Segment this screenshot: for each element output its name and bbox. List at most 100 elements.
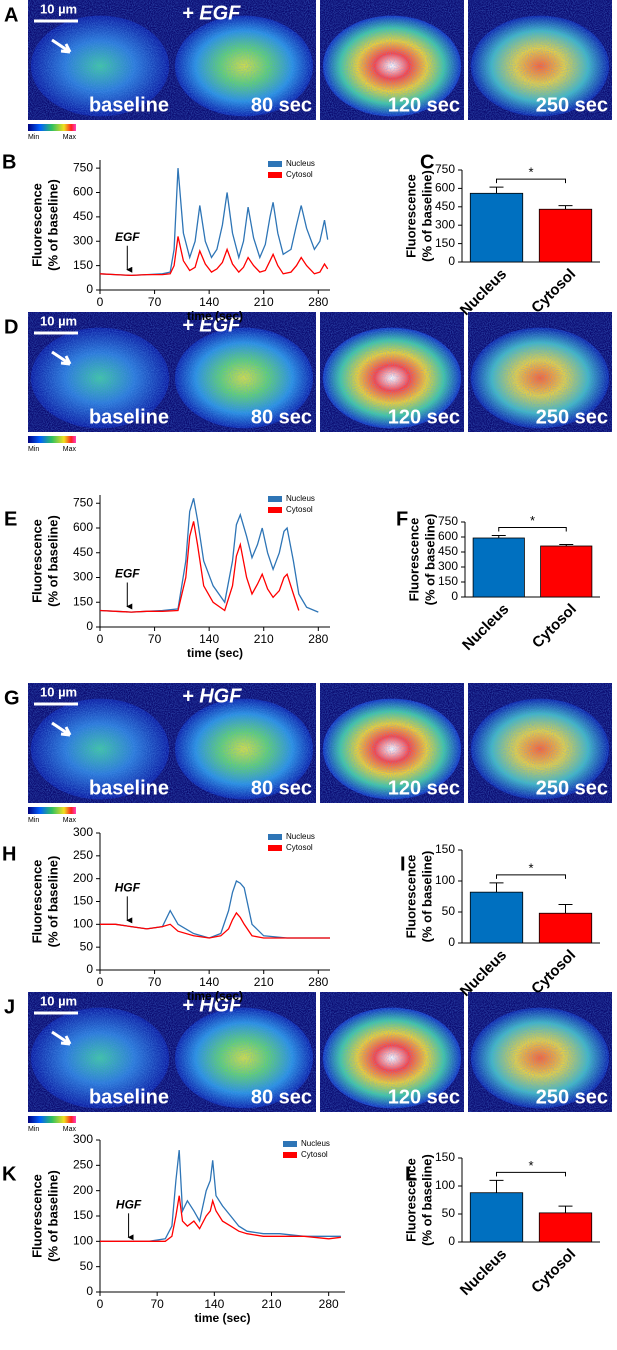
y-axis-label: Fluorescence: [29, 519, 44, 603]
legend-label: Cytosol: [286, 505, 313, 514]
time-label: baseline: [89, 94, 169, 116]
x-tick-label: 70: [148, 295, 162, 309]
y-axis-label: (% of baseline): [45, 856, 60, 948]
y-tick-label: 600: [435, 181, 455, 195]
error-bar: [489, 1179, 504, 1193]
image-noise: [468, 683, 612, 803]
y-axis-label: Fluorescence: [403, 855, 418, 939]
y-tick-label: 600: [73, 185, 93, 199]
x-tick-label: 0: [97, 632, 104, 646]
image-noise: [172, 312, 316, 432]
x-tick-label: 0: [97, 295, 104, 309]
x-tick-label: Cytosol: [528, 266, 579, 317]
y-tick-label: 0: [448, 1234, 455, 1248]
series-line: [99, 521, 300, 613]
image-noise: [320, 0, 464, 120]
y-axis-label: Fluorescence: [29, 183, 44, 267]
legend-label: Cytosol: [286, 170, 313, 179]
time-label: 80 sec: [251, 1086, 312, 1108]
y-tick-label: 100: [73, 1234, 93, 1248]
y-tick-label: 750: [73, 160, 93, 174]
legend-label: Cytosol: [286, 843, 313, 852]
x-tick-label: 70: [150, 1297, 164, 1311]
colorbar-max: Max: [63, 134, 77, 141]
image-noise: [468, 992, 612, 1112]
colorbar-min: Min: [28, 134, 39, 141]
x-tick-label: 0: [97, 975, 104, 989]
arrow: [51, 38, 72, 54]
annotation: HGF: [116, 1198, 142, 1212]
image-noise: [468, 0, 612, 120]
y-tick-label: 50: [442, 1206, 456, 1220]
y-tick-label: 150: [73, 894, 93, 908]
y-tick-label: 150: [73, 1208, 93, 1222]
y-tick-label: 300: [73, 1132, 93, 1146]
time-label: 120 sec: [388, 406, 460, 428]
colorbar-max: Max: [63, 1126, 77, 1133]
time-label: 120 sec: [388, 1086, 460, 1108]
bar: [469, 1192, 524, 1243]
bar: [472, 537, 525, 598]
panel-letter: K: [2, 1163, 17, 1185]
time-label: baseline: [89, 777, 169, 799]
x-tick-label: 140: [199, 975, 219, 989]
series-line: [100, 1150, 341, 1242]
stimulus-label: + HGF: [182, 685, 242, 707]
y-axis-label: (% of baseline): [45, 1170, 60, 1262]
error-bar: [558, 205, 573, 210]
y-axis-label: Fluorescence: [406, 518, 421, 602]
panel-letter: G: [4, 687, 20, 709]
time-label: 250 sec: [536, 94, 608, 116]
bar: [469, 192, 524, 263]
x-axis-label: time (sec): [194, 1311, 250, 1325]
bar: [469, 891, 524, 944]
image-noise: [468, 312, 612, 432]
annotation: EGF: [115, 230, 140, 244]
arrow: [51, 721, 72, 737]
significance-bracket: [496, 178, 566, 184]
significance-bracket: [496, 1171, 566, 1177]
x-tick-label: 280: [308, 975, 328, 989]
colorbar: [28, 436, 76, 443]
significance-label: *: [530, 513, 535, 528]
image-noise: [320, 683, 464, 803]
legend-swatch: [283, 1141, 297, 1147]
x-tick-label: 210: [261, 1297, 281, 1311]
y-tick-label: 200: [73, 871, 93, 885]
time-label: 120 sec: [388, 94, 460, 116]
legend-label: Nucleus: [286, 159, 315, 168]
significance-bracket: [498, 527, 567, 532]
colorbar: [28, 1116, 76, 1123]
y-tick-label: 300: [438, 559, 458, 573]
panel-letter: D: [4, 316, 18, 338]
annotation: EGF: [115, 567, 140, 581]
legend-swatch: [268, 161, 282, 167]
y-tick-label: 150: [73, 258, 93, 272]
y-tick-label: 450: [438, 544, 458, 558]
colorbar-min: Min: [28, 817, 39, 824]
x-tick-label: Nucleus: [459, 601, 512, 654]
stimulus-label: + HGF: [182, 994, 242, 1016]
x-tick-label: 0: [97, 1297, 104, 1311]
y-tick-label: 0: [448, 935, 455, 949]
x-tick-label: 70: [148, 632, 162, 646]
y-tick-label: 300: [73, 570, 93, 584]
significance-label: *: [528, 165, 533, 180]
panel-letter: F: [396, 508, 408, 530]
panel-letter: E: [4, 508, 17, 530]
bar: [538, 912, 593, 944]
y-tick-label: 200: [73, 1183, 93, 1197]
error-bar: [558, 1205, 573, 1213]
colorbar-max: Max: [63, 817, 77, 824]
y-tick-label: 100: [435, 873, 455, 887]
legend-label: Nucleus: [286, 494, 315, 503]
error-bar: [559, 544, 574, 546]
y-tick-label: 300: [435, 217, 455, 231]
y-tick-label: 750: [435, 162, 455, 176]
image-noise: [172, 683, 316, 803]
x-axis-label: time (sec): [187, 646, 243, 660]
time-label: 120 sec: [388, 777, 460, 799]
significance-bracket: [496, 874, 566, 879]
x-tick-label: 140: [199, 632, 219, 646]
